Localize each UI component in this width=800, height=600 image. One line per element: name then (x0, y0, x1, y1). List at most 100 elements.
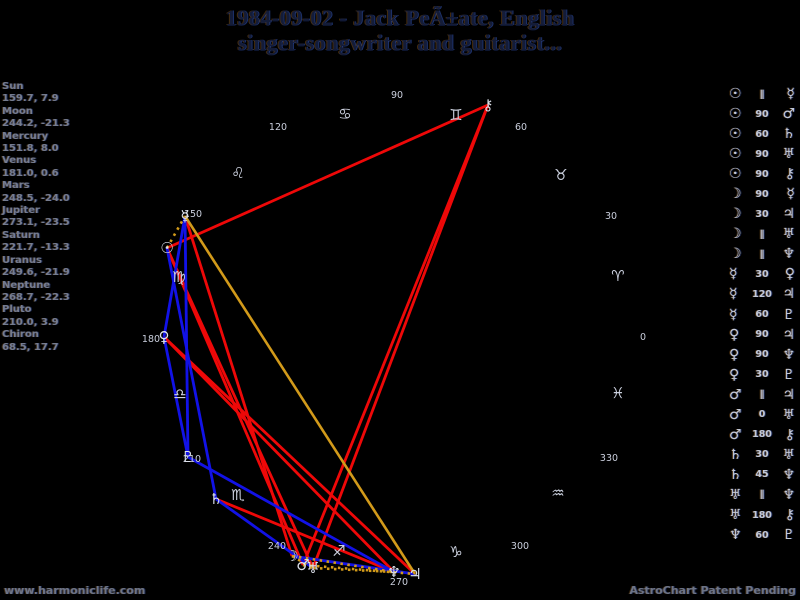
aspect-line-moon-mercury (183, 215, 294, 557)
aspect-planet2-glyph: ♃ (782, 386, 795, 403)
degree-label-210: 210 (183, 454, 201, 465)
aspect-angle: 30 (755, 369, 769, 381)
aspect-angle: 120 (752, 288, 772, 300)
aspect-angle: 0 (758, 409, 766, 421)
aspect-angle: 90 (755, 349, 769, 361)
libra-sign-icon: ♎ (173, 385, 186, 403)
aspect-row: ♅ 180 ⚷ (729, 505, 795, 525)
aspect-planet1-glyph: ♂ (729, 426, 742, 443)
aspect-planet2-glyph: ♇ (782, 527, 795, 544)
planet-coords-uranus: 249.6, -21.9 (2, 267, 70, 279)
aspect-planet2-glyph: ♃ (782, 286, 795, 303)
planet-name-sun: Sun (2, 81, 24, 92)
degree-label-0: 0 (640, 332, 646, 343)
degree-label-300: 300 (511, 541, 529, 552)
aspect-line-mars-chiron (301, 104, 490, 566)
aspect-line-sun-chiron (166, 103, 489, 250)
degree-label-270: 270 (390, 577, 408, 588)
aspect-angle: ∥ (759, 489, 765, 501)
aspect-planet1-glyph: ♀ (729, 326, 740, 343)
aspect-planet2-glyph: ♅ (782, 146, 795, 163)
aspect-planet2-glyph: ♆ (782, 466, 795, 483)
aspect-planet2-glyph: ♆ (782, 486, 795, 503)
aspect-line-moon-neptune (291, 554, 395, 574)
virgo-sign-icon: ♍ (172, 268, 185, 286)
aspect-planet2-glyph: ♅ (782, 446, 795, 463)
moon-planet-icon: ☽ (285, 547, 298, 565)
aspect-planet2-glyph: ♃ (782, 206, 795, 223)
degree-label-180: 180 (142, 334, 160, 345)
aspect-planet2-glyph: ♄ (782, 126, 795, 143)
degree-label-330: 330 (600, 453, 618, 464)
aspect-row: ☽ 90 ☿ (729, 184, 795, 204)
aspect-planet1-glyph: ☉ (729, 86, 742, 103)
degree-label-60: 60 (515, 122, 527, 133)
aspect-line-sun-saturn (165, 247, 218, 500)
aspect-angle: 60 (755, 309, 769, 321)
degree-label-120: 120 (269, 122, 287, 133)
aspect-row: ♀ 90 ♃ (729, 325, 795, 345)
patent-notice: AstroChart Patent Pending (629, 584, 796, 597)
planet-positions-panel: Sun 159.7, 7.9 Moon 244.2, -21.3 Mercury 151.… (2, 81, 70, 354)
aspect-planet2-glyph: ♆ (782, 346, 795, 363)
aspect-planet1-glyph: ☽ (729, 246, 742, 263)
aspect-planet2-glyph: ♇ (782, 366, 795, 383)
aspect-planet1-glyph: ☽ (729, 206, 742, 223)
aspect-planet2-glyph: ⚷ (784, 507, 795, 523)
aspect-planet2-glyph: ♃ (782, 326, 795, 343)
scorpio-sign-icon: ♏ (231, 486, 245, 504)
aspect-planet1-glyph: ♄ (729, 466, 742, 483)
aspect-line-venus-jupiter (163, 335, 416, 576)
aspect-planet1-glyph: ☽ (729, 186, 742, 203)
leo-sign-icon: ♌ (231, 164, 244, 182)
planet-name-jupiter: Jupiter (2, 205, 40, 217)
aspect-angle: 60 (755, 128, 769, 140)
planet-name-uranus: Uranus (2, 254, 42, 266)
aspect-planet1-glyph: ♂ (729, 406, 742, 423)
degree-label-90: 90 (391, 90, 403, 101)
aspect-row: ☿ 120 ♃ (729, 284, 795, 304)
aquarius-sign-icon: ♒ (551, 484, 564, 502)
planet-coords-chiron: 68.5, 17.7 (2, 341, 59, 353)
aries-sign-icon: ♈ (611, 267, 624, 285)
aspect-line-saturn-uranus (215, 497, 314, 570)
aspect-planet1-glyph: ☉ (729, 166, 742, 183)
aspect-planet1-glyph: ♆ (729, 527, 742, 544)
sagittarius-sign-icon: ♐ (332, 542, 345, 560)
aspect-angle: ∥ (759, 389, 765, 401)
aspect-row: ☿ 60 ♇ (729, 305, 795, 325)
aspect-row: ☉ 90 ♅ (729, 144, 795, 164)
aspect-angle: 30 (755, 268, 769, 280)
planet-name-neptune: Neptune (2, 279, 51, 291)
planet-name-chiron: Chiron (2, 329, 39, 341)
aspect-angle: 90 (755, 188, 769, 200)
chart-title-line2: singer-songwriter and guitarist... (237, 30, 563, 55)
aspect-planet1-glyph: ☉ (729, 126, 742, 143)
aspect-row: ♀ 90 ♆ (729, 345, 795, 365)
planet-name-venus: Venus (2, 155, 37, 167)
neptune-planet-icon: ♆ (387, 563, 400, 581)
aspect-planet1-glyph: ☿ (729, 266, 738, 283)
aspect-row: ☿ 30 ♀ (729, 264, 795, 284)
aspect-row: ♄ 45 ♆ (729, 465, 795, 485)
pluto-planet-icon: ♇ (181, 448, 194, 466)
aspect-planet1-glyph: ♂ (729, 386, 742, 403)
aspect-angle: 60 (755, 529, 769, 541)
aspect-line-venus-pluto (162, 336, 190, 458)
aspect-row: ☉ 90 ⚷ (729, 164, 795, 184)
degree-label-30: 30 (605, 211, 617, 222)
planet-coords-mars: 248.5, -24.0 (2, 192, 70, 204)
saturn-planet-icon: ♄ (209, 490, 222, 508)
aspect-line-mercury-venus (162, 215, 187, 338)
cancer-sign-icon: ♋ (338, 105, 351, 123)
aspect-planet1-glyph: ☿ (729, 286, 738, 303)
aspect-line-uranus-chiron (311, 104, 490, 569)
aspect-row: ♀ 30 ♇ (729, 365, 795, 385)
aspect-planet1-glyph: ☉ (729, 106, 742, 123)
aspect-planet1-glyph: ☿ (729, 306, 738, 323)
aspect-planet2-glyph: ♂ (782, 106, 795, 123)
planet-name-saturn: Saturn (2, 229, 40, 241)
planet-name-mars: Mars (2, 180, 30, 192)
